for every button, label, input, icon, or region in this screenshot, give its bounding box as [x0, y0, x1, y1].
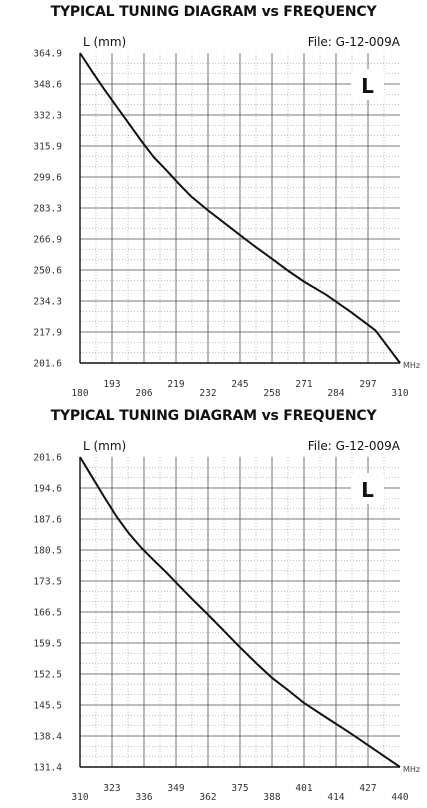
- x-tick-label-top: 193: [103, 379, 120, 390]
- x-tick-label-top: 219: [167, 379, 184, 390]
- y-tick-label: 266.9: [33, 235, 62, 246]
- x-tick-label-bottom: 180: [71, 388, 88, 399]
- y-tick-label: 173.5: [33, 577, 62, 588]
- x-tick-label-top: 245: [231, 379, 248, 390]
- y-tick-label: 145.5: [33, 701, 62, 712]
- chart-title: TYPICAL TUNING DIAGRAM vs FREQUENCY: [50, 408, 377, 424]
- y-tick-label: 152.5: [33, 670, 62, 681]
- y-tick-label: 180.5: [33, 546, 62, 557]
- y-tick-label: 201.6: [33, 359, 62, 370]
- y-tick-label: 217.9: [33, 328, 62, 339]
- x-tick-label-top: 401: [295, 783, 312, 794]
- x-tick-label-bottom: 310: [391, 388, 408, 399]
- file-label: File: G-12-009A: [308, 439, 401, 453]
- x-tick-label-top: 349: [167, 783, 184, 794]
- y-tick-label: 250.6: [33, 266, 62, 277]
- y-tick-label: 315.9: [33, 142, 62, 153]
- y-tick-label: 166.5: [33, 608, 62, 619]
- y-tick-label: 131.4: [33, 763, 62, 774]
- series-line: [79, 456, 401, 768]
- chart-title: TYPICAL TUNING DIAGRAM vs FREQUENCY: [50, 4, 377, 20]
- y-tick-label: 201.6: [33, 453, 62, 464]
- tuning-chart-bottom: TYPICAL TUNING DIAGRAM vs FREQUENCY 201.…: [0, 404, 427, 808]
- x-tick-label-bottom: 440: [391, 792, 408, 803]
- file-label: File: G-12-009A: [308, 35, 401, 49]
- x-tick-label-bottom: 388: [263, 792, 280, 803]
- badge-letter: L: [361, 478, 374, 502]
- x-unit-label: MHz: [403, 361, 420, 370]
- chart-svg: 201.6 194.6 187.6 180.5 173.5 166.5 159.5 152.5…: [33, 439, 420, 803]
- x-tick-label-bottom: 414: [327, 792, 344, 803]
- badge-letter: L: [361, 74, 374, 98]
- x-tick-label-bottom: 336: [135, 792, 152, 803]
- badge-box: [351, 69, 384, 100]
- y-tick-label: 187.6: [33, 515, 62, 526]
- major-grid: [80, 53, 400, 363]
- x-tick-label-top: 271: [295, 379, 312, 390]
- tuning-chart-top: TYPICAL TUNING DIAGRAM vs FREQUENCY 364.…: [33, 4, 420, 399]
- x-unit-label: MHz: [403, 765, 420, 774]
- x-tick-label-top: 375: [231, 783, 248, 794]
- x-tick-label-top: 297: [359, 379, 376, 390]
- y-tick-label: 194.6: [33, 484, 62, 495]
- x-tick-label-bottom: 284: [327, 388, 344, 399]
- x-tick-label-top: 427: [359, 783, 376, 794]
- x-tick-label-bottom: 310: [71, 792, 88, 803]
- y-tick-label: 234.3: [33, 297, 62, 308]
- badge-box: [351, 473, 384, 504]
- x-tick-label-top: 323: [103, 783, 120, 794]
- x-tick-label-bottom: 362: [199, 792, 216, 803]
- y-tick-label: 159.5: [33, 639, 62, 650]
- chart-svg: 364.9 348.6 332.3 315.9 299.6 283.3 266.9 250.6…: [33, 35, 420, 399]
- major-grid: [80, 457, 400, 767]
- y-tick-label: 138.4: [33, 732, 62, 743]
- x-tick-label-bottom: 258: [263, 388, 280, 399]
- y-tick-label: 364.9: [33, 49, 62, 60]
- series-line: [79, 52, 401, 364]
- x-tick-label-bottom: 206: [135, 388, 152, 399]
- y-tick-label: 348.6: [33, 80, 62, 91]
- x-tick-label-bottom: 232: [199, 388, 216, 399]
- y-tick-label: 299.6: [33, 173, 62, 184]
- y-tick-label: 283.3: [33, 204, 62, 215]
- y-axis-label: L (mm): [83, 35, 126, 49]
- y-axis-label: L (mm): [83, 439, 126, 453]
- y-tick-label: 332.3: [33, 111, 62, 122]
